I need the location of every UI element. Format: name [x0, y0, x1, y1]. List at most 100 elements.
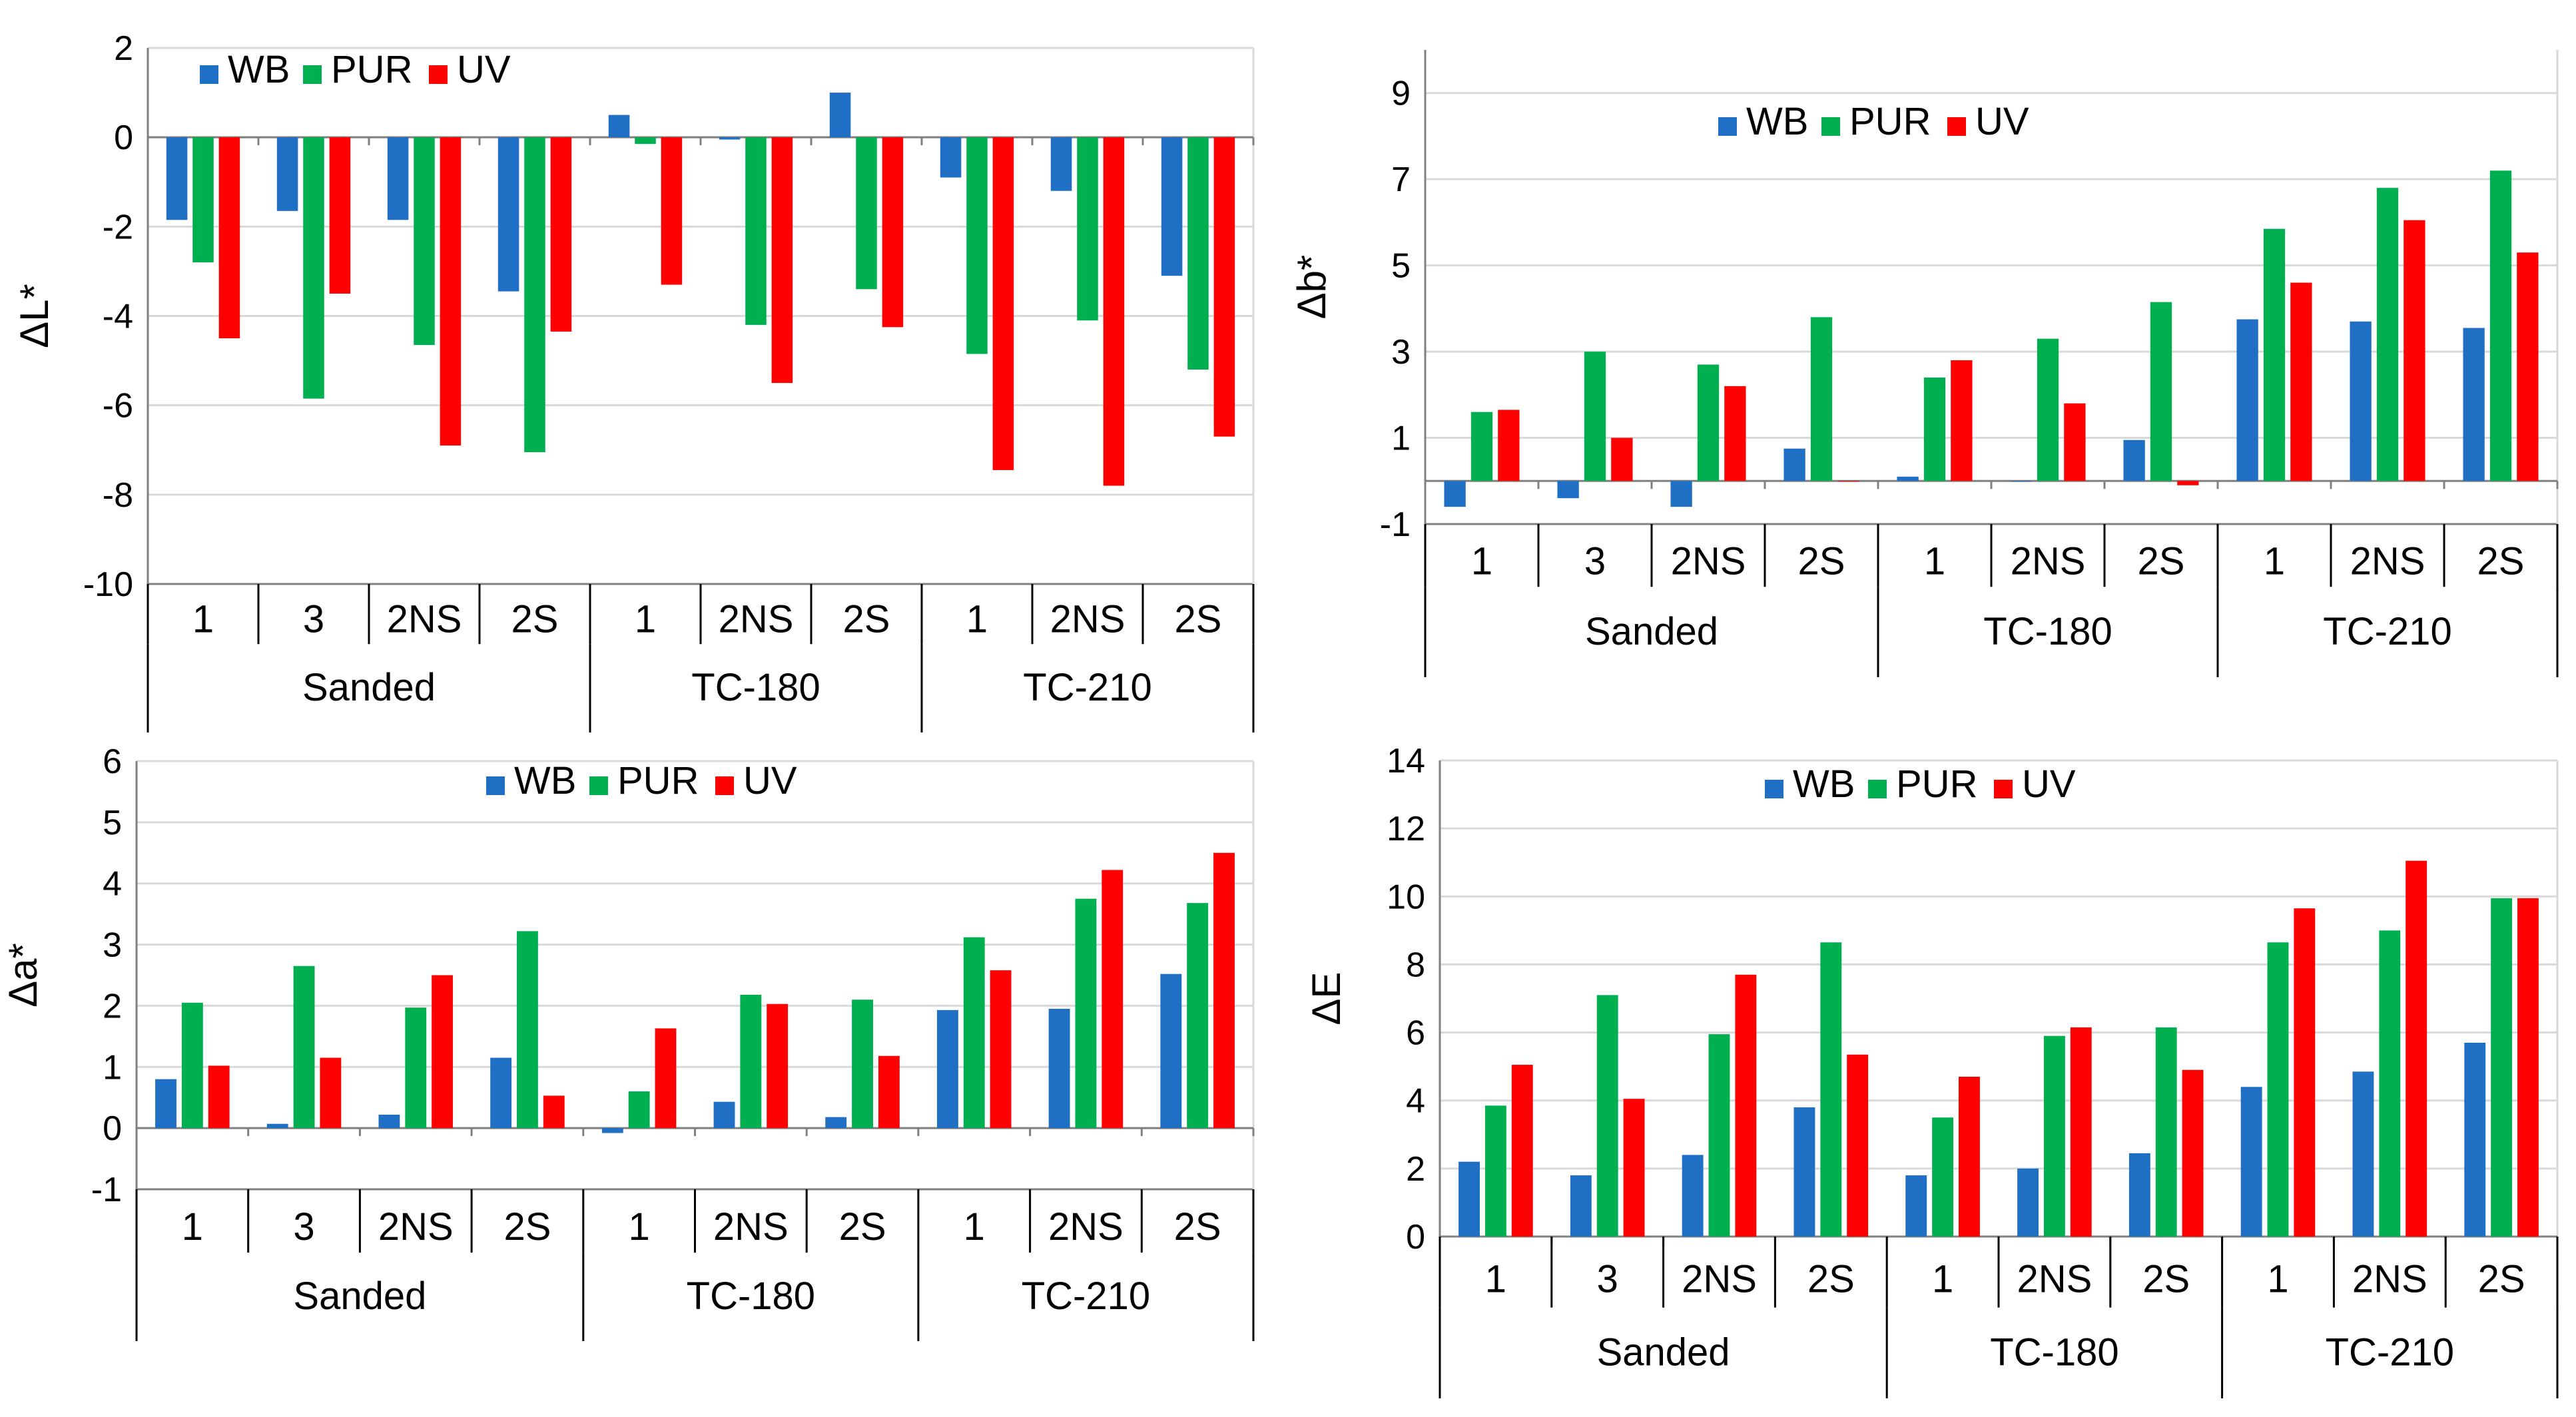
bar-uv-2 [1724, 386, 1746, 481]
bar-wb-6 [2128, 1153, 2150, 1237]
bar-pur-5 [2037, 338, 2059, 481]
x-category-label: 2NS [2017, 1258, 2092, 1301]
bar-pur-5 [740, 994, 762, 1129]
y-tick-label: 1 [1391, 420, 1411, 458]
x-group-label: TC-210 [2326, 1331, 2454, 1374]
x-group-label: TC-180 [1983, 610, 2112, 653]
bar-pur-0 [181, 1002, 203, 1129]
x-category-label: 1 [2267, 1258, 2288, 1301]
bar-uv-1 [329, 137, 351, 294]
y-tick-label: -2 [103, 208, 133, 246]
x-category-label: 2S [2138, 539, 2185, 583]
bar-uv-2 [440, 137, 462, 446]
legend-swatch-pur [589, 776, 608, 795]
bar-pur-6 [2150, 302, 2172, 481]
legend-swatch-wb [200, 65, 218, 84]
y-tick-label: 0 [1406, 1218, 1425, 1257]
legend-label-uv: UV [2022, 762, 2076, 806]
y-tick-label: 8 [1406, 946, 1425, 984]
bar-wb-5 [719, 137, 741, 140]
bar-uv-3 [550, 137, 572, 332]
legend-label-wb: WB [228, 48, 290, 91]
x-group-label: TC-210 [1023, 666, 1151, 709]
legend-swatch-pur [1868, 780, 1887, 798]
y-tick-label: 5 [1391, 247, 1411, 286]
x-category-label: 2NS [1671, 539, 1746, 583]
y-tick-label: 2 [103, 987, 122, 1025]
legend-swatch-uv [1947, 117, 1966, 136]
bar-pur-5 [745, 137, 767, 325]
x-category-label: 1 [964, 1205, 985, 1249]
bar-uv-4 [661, 137, 683, 285]
bar-uv-3 [1847, 1054, 1869, 1237]
bar-pur-3 [1820, 942, 1842, 1237]
x-group-label: TC-210 [2323, 610, 2451, 653]
bar-wb-9 [1160, 974, 1182, 1129]
bar-wb-8 [1048, 1009, 1070, 1129]
bar-uv-4 [1951, 360, 1973, 481]
bar-uv-1 [1623, 1099, 1645, 1237]
x-category-label: 1 [182, 1205, 203, 1249]
x-category-label: 2NS [713, 1205, 789, 1249]
bar-wb-1 [1557, 481, 1579, 499]
bar-pur-6 [856, 137, 877, 290]
legend-label-pur: PUR [617, 759, 699, 802]
bar-pur-6 [852, 999, 873, 1129]
bar-pur-4 [1923, 377, 1946, 481]
y-tick-label: 5 [103, 804, 122, 842]
x-group-label: TC-180 [1990, 1331, 2118, 1374]
bar-uv-4 [1959, 1076, 1980, 1237]
bar-pur-5 [2043, 1035, 2065, 1237]
bar-pur-1 [303, 137, 324, 399]
bar-uv-6 [2182, 1069, 2204, 1237]
y-tick-label: 3 [103, 926, 122, 965]
x-category-label: 1 [966, 598, 988, 641]
bar-wb-4 [608, 115, 630, 138]
bar-uv-9 [1213, 852, 1235, 1129]
x-category-label: 2NS [378, 1205, 454, 1249]
y-axis-label: Δb* [1289, 255, 1334, 320]
y-tick-label: 1 [103, 1048, 122, 1087]
y-axis-label: ΔL* [12, 284, 57, 348]
y-tick-label: -4 [103, 298, 133, 336]
bar-pur-0 [1484, 1105, 1506, 1237]
bar-wb-4 [1897, 476, 1919, 481]
legend-swatch-pur [1821, 117, 1840, 136]
bar-wb-8 [1050, 137, 1072, 191]
bar-pur-8 [1075, 898, 1097, 1129]
x-group-label: TC-180 [687, 1275, 815, 1318]
bar-wb-9 [2464, 1042, 2486, 1237]
x-category-label: 2S [1174, 1205, 1221, 1249]
bar-pur-7 [963, 937, 985, 1129]
x-category-label: 1 [1471, 539, 1492, 583]
bar-wb-3 [1793, 1107, 1815, 1237]
bar-uv-8 [1102, 870, 1124, 1129]
legend-label-uv: UV [1975, 100, 2029, 143]
x-category-label: 2S [2142, 1258, 2190, 1301]
y-tick-label: 2 [1406, 1150, 1425, 1189]
bar-uv-8 [2406, 860, 2427, 1237]
bar-pur-7 [2267, 942, 2289, 1237]
bar-wb-7 [2236, 319, 2258, 481]
bar-uv-7 [2294, 908, 2316, 1237]
x-category-label: 3 [1597, 1258, 1618, 1301]
y-tick-label: 9 [1391, 75, 1411, 113]
bar-uv-6 [2177, 481, 2199, 485]
y-tick-label: -1 [91, 1171, 122, 1209]
x-category-label: 2S [511, 598, 559, 641]
legend-swatch-pur [303, 65, 322, 84]
bar-wb-3 [490, 1057, 512, 1129]
y-axis-label: ΔE [1304, 972, 1349, 1025]
bar-pur-0 [1470, 412, 1493, 481]
bar-uv-2 [1735, 974, 1757, 1237]
x-category-label: 2NS [1682, 1258, 1757, 1301]
x-category-label: 2S [2477, 539, 2525, 583]
bar-wb-0 [155, 1079, 176, 1129]
bar-pur-2 [414, 137, 435, 346]
bar-uv-7 [2290, 282, 2312, 481]
bar-uv-9 [2517, 898, 2539, 1237]
bar-wb-2 [378, 1114, 400, 1129]
bar-uv-4 [655, 1028, 677, 1129]
y-axis-label: Δa* [1, 943, 45, 1007]
legend-swatch-uv [429, 65, 448, 84]
